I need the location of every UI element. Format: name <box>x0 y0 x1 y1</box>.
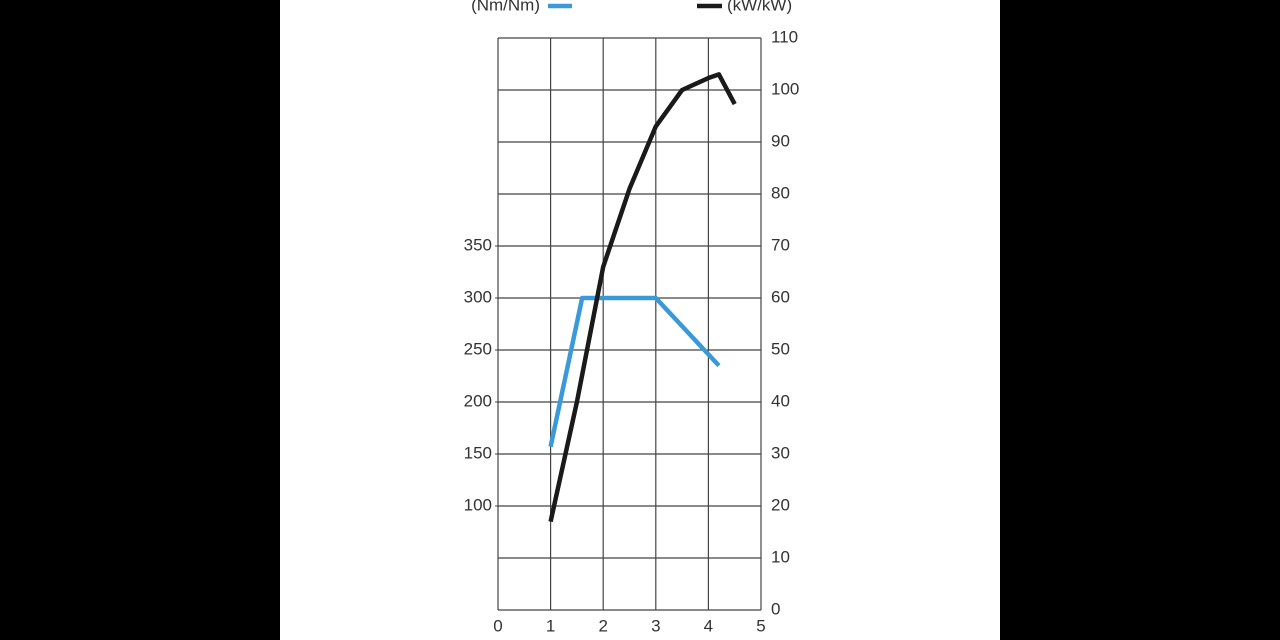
panel <box>280 0 1000 640</box>
y2-tick-label: 30 <box>771 443 790 462</box>
y2-tick-label: 60 <box>771 287 790 306</box>
y-tick-label: 100 <box>464 495 492 514</box>
x-tick-label: 3 <box>651 616 660 635</box>
y-tick-label: 350 <box>464 235 492 254</box>
data-line <box>548 72 737 523</box>
y2-tick-label: 20 <box>771 495 790 514</box>
y2-tick-label: 0 <box>771 599 780 618</box>
y2-tick-label: 100 <box>771 79 799 98</box>
y2-tick-label: 10 <box>771 547 790 566</box>
data-line <box>548 295 721 448</box>
legend-label: (Nm/Nm) <box>471 0 540 14</box>
x-tick-label: 1 <box>546 616 555 635</box>
y2-tick-label: 80 <box>771 183 790 202</box>
x-tick-label: 0 <box>493 616 502 635</box>
y-tick-label: 300 <box>464 287 492 306</box>
x-tick-label: 4 <box>704 616 713 635</box>
y2-tick-label: 50 <box>771 339 790 358</box>
legend-label: (kW/kW) <box>727 0 792 14</box>
y2-tick-label: 40 <box>771 391 790 410</box>
y2-tick-label: 90 <box>771 131 790 150</box>
y-tick-label: 200 <box>464 391 492 410</box>
y2-tick-label: 70 <box>771 235 790 254</box>
y-tick-label: 150 <box>464 443 492 462</box>
y2-tick-label: 110 <box>771 27 798 46</box>
y-tick-label: 250 <box>464 339 492 358</box>
x-tick-label: 5 <box>756 616 765 635</box>
x-tick-label: 2 <box>598 616 607 635</box>
